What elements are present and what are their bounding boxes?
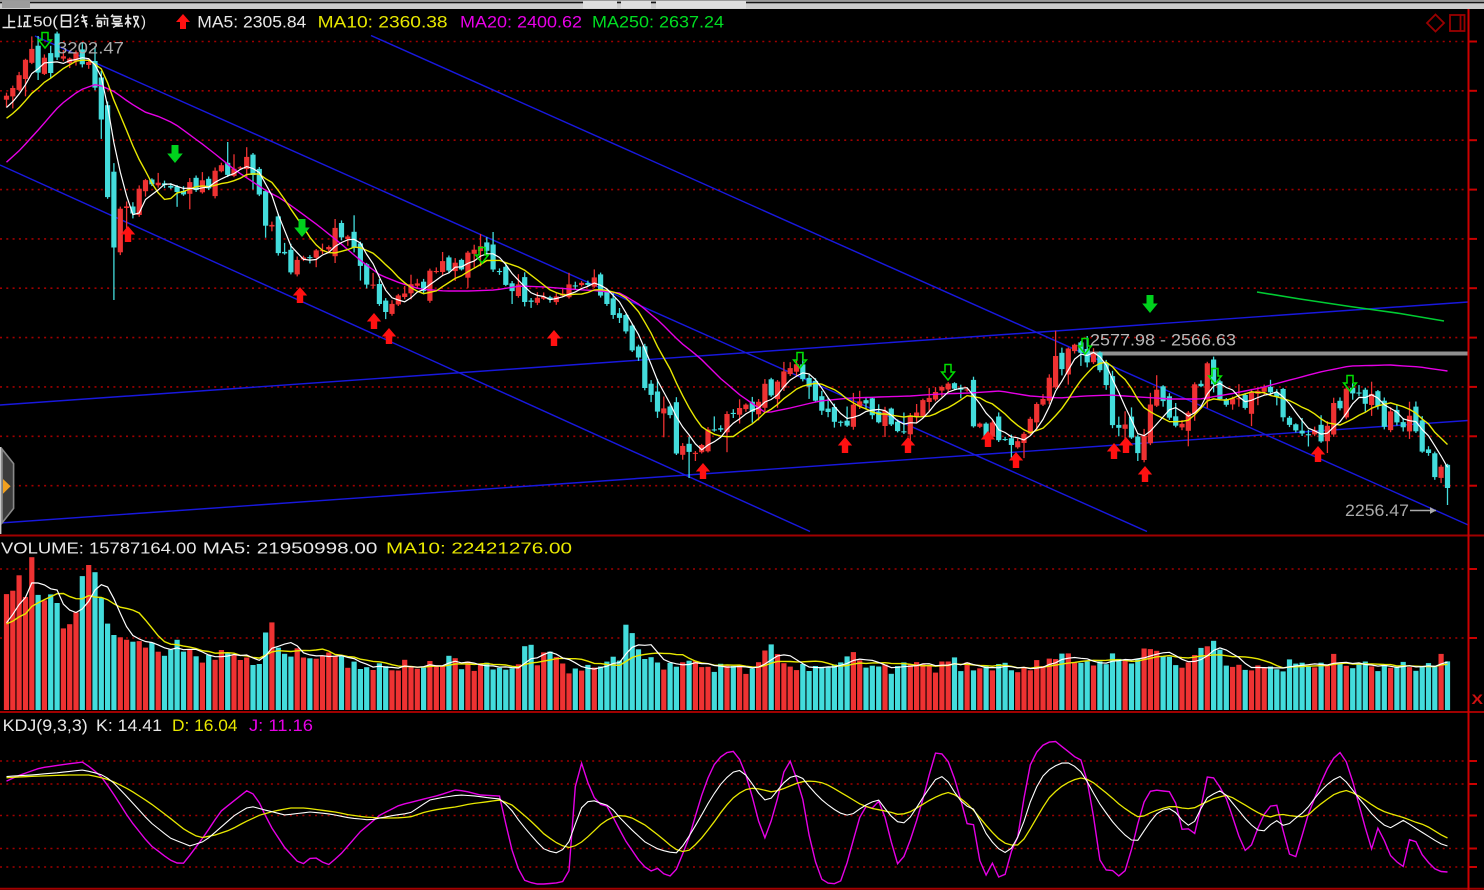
svg-text:MA20: 2400.62: MA20: 2400.62 xyxy=(460,14,582,32)
svg-text:J: 11.16: J: 11.16 xyxy=(249,717,313,735)
svg-text:2256.47: 2256.47 xyxy=(1345,502,1409,520)
svg-text:.: . xyxy=(90,14,94,31)
svg-text:X: X xyxy=(1472,691,1484,707)
svg-text:K: 14.41: K: 14.41 xyxy=(96,717,162,735)
svg-text:D: 16.04: D: 16.04 xyxy=(172,717,238,735)
svg-text:2577.98 - 2566.63: 2577.98 - 2566.63 xyxy=(1090,332,1236,350)
svg-text:MA5: 21950998.00: MA5: 21950998.00 xyxy=(203,541,378,558)
svg-text:MA10: 22421276.00: MA10: 22421276.00 xyxy=(386,541,572,558)
svg-text:MA5: 2305.84: MA5: 2305.84 xyxy=(197,14,306,32)
svg-text:MA250: 2637.24: MA250: 2637.24 xyxy=(592,14,724,32)
svg-text:50(: 50( xyxy=(33,14,58,31)
svg-text:3202.47: 3202.47 xyxy=(57,40,124,58)
svg-text:): ) xyxy=(141,14,146,31)
svg-text:MA10: 2360.38: MA10: 2360.38 xyxy=(318,14,448,32)
svg-text:VOLUME: 15787164.00: VOLUME: 15787164.00 xyxy=(1,541,197,558)
svg-text:KDJ(9,3,3): KDJ(9,3,3) xyxy=(3,717,88,735)
